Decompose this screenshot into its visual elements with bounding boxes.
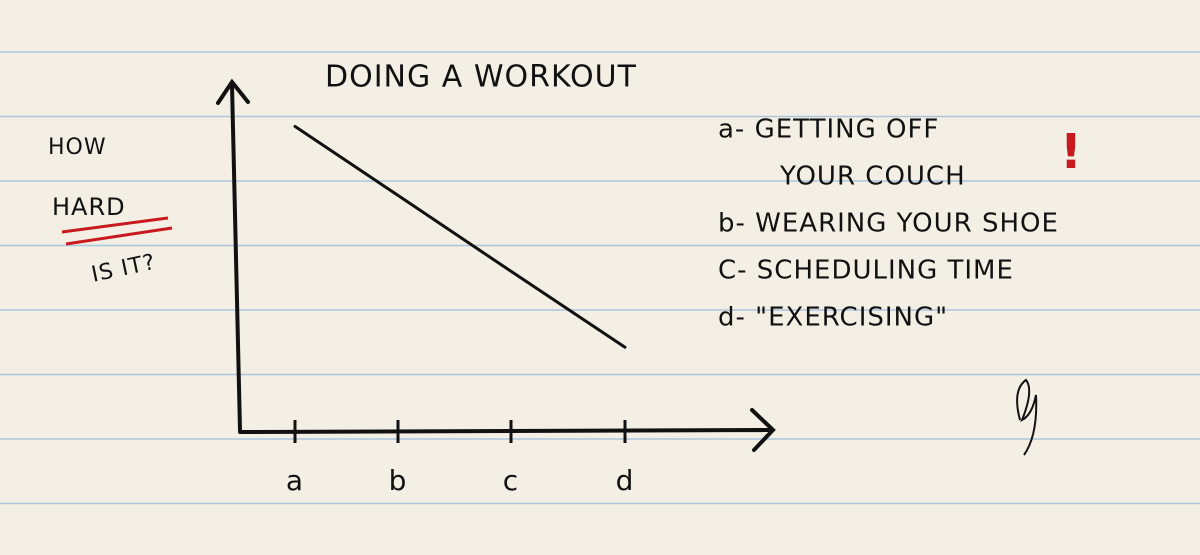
legend: a- GETTING OFF YOUR COUCH b- WEARING YOUR …	[718, 115, 1059, 333]
chart-title: DOING A WORKOUT	[325, 60, 637, 95]
y-label-line: HARD	[52, 193, 126, 221]
x-tick-label: a	[286, 464, 304, 497]
signature	[1016, 378, 1038, 456]
legend-entry: d- "EXERCISING"	[718, 303, 948, 333]
line	[293, 124, 627, 349]
emphasis: !	[1060, 124, 1083, 180]
legend-entry: a- GETTING OFF	[718, 115, 939, 145]
underline	[61, 216, 169, 234]
legend-entry: YOUR COUCH	[779, 162, 966, 192]
x-axis	[238, 408, 776, 452]
legend-entry: b- WEARING YOUR SHOE	[718, 209, 1059, 239]
x-tick-label: d	[616, 464, 635, 497]
y-axis	[216, 78, 250, 432]
y-label-line: HOW	[48, 135, 107, 160]
paper-lines	[0, 51, 1200, 505]
y-label-line: IS IT?	[89, 250, 158, 288]
underline	[65, 226, 173, 246]
x-tick-label: c	[503, 464, 519, 497]
x-tick-label: b	[389, 464, 408, 497]
legend-entry: C- SCHEDULING TIME	[718, 256, 1014, 286]
